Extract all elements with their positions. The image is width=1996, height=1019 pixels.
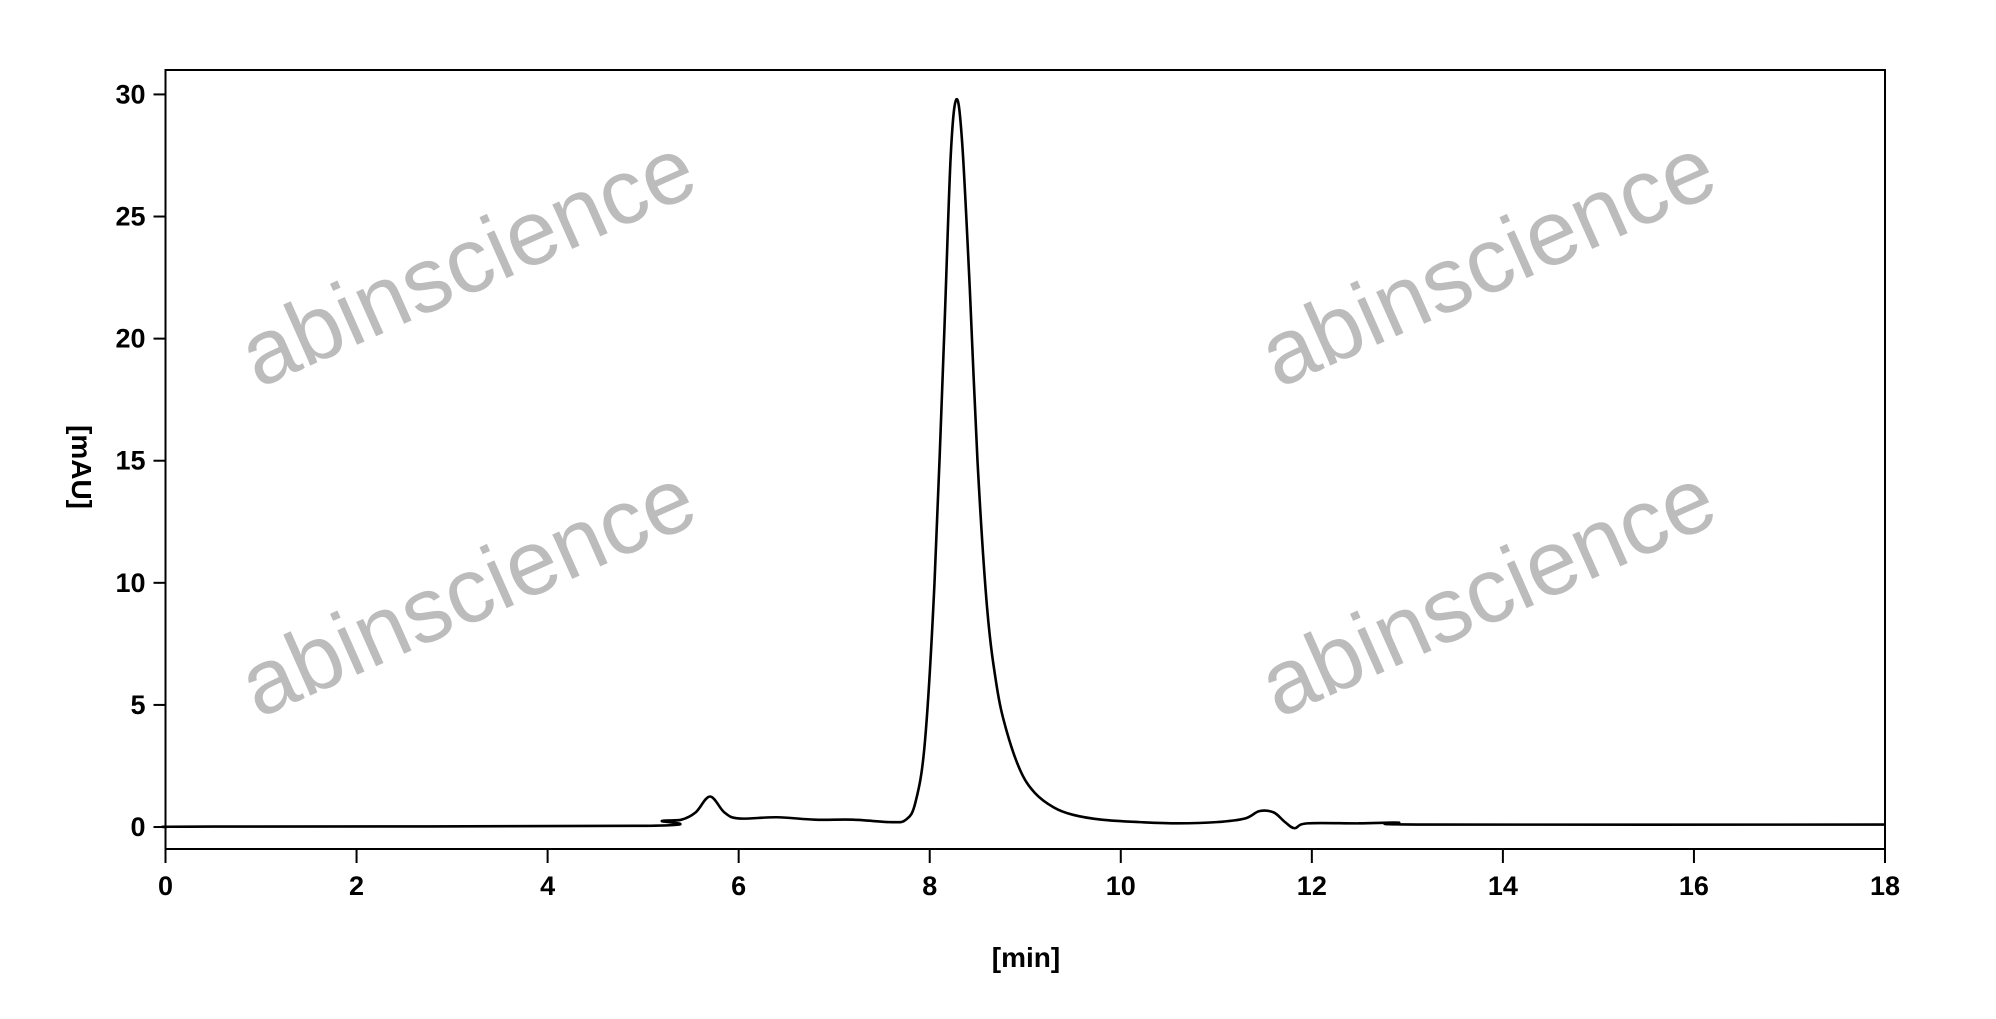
x-tick-label: 0 [158,871,173,901]
y-tick-label: 5 [130,690,145,720]
y-axis-label: [mAU] [66,425,97,509]
y-tick-label: 25 [115,202,145,232]
x-tick-label: 16 [1679,871,1709,901]
x-axis-label: [min] [992,942,1060,973]
watermark-text: abinscience [1245,116,1730,407]
x-tick-label: 10 [1106,871,1136,901]
x-axis: 0 2 4 6 8 10 12 14 16 18 [158,849,1900,901]
watermark-layer: abinscience abinscience abinscience abinsci… [225,116,1730,737]
watermark-text: abinscience [225,446,710,737]
x-tick-label: 6 [731,871,746,901]
plot-frame [164,69,1886,850]
y-tick-label: 30 [115,79,145,109]
x-tick-label: 4 [540,871,555,901]
chromatogram-trace [161,97,1886,830]
y-tick-label: 15 [115,446,145,476]
watermark-text: abinscience [1245,446,1730,737]
watermark-text: abinscience [225,116,710,407]
x-tick-label: 18 [1870,871,1900,901]
y-axis: 0 5 10 15 20 25 30 [115,79,166,842]
x-tick-label: 12 [1297,871,1327,901]
x-tick-label: 8 [922,871,937,901]
y-tick-label: 0 [130,812,145,842]
y-tick-label: 20 [115,324,145,354]
x-tick-label: 14 [1488,871,1518,901]
y-tick-label: 10 [115,568,145,598]
x-tick-label: 2 [349,871,364,901]
